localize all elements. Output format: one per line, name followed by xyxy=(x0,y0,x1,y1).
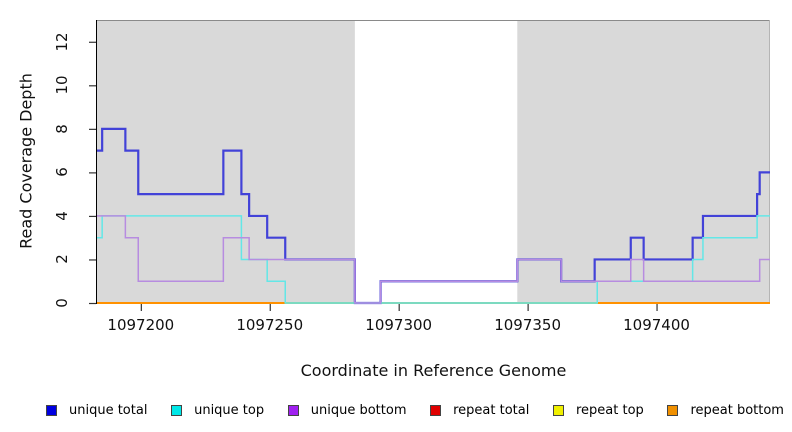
x-axis-title: Coordinate in Reference Genome xyxy=(300,361,567,380)
legend-swatch-icon xyxy=(430,404,442,416)
legend-item-repeat-top: repeat top xyxy=(553,403,644,418)
legend-label: repeat bottom xyxy=(690,402,784,418)
legend: unique total unique top unique bottom repea… xyxy=(46,399,784,421)
legend-swatch-icon xyxy=(46,404,57,416)
x-tick-label: 1097250 xyxy=(236,316,304,334)
legend-swatch-icon xyxy=(667,404,679,416)
x-tick-label: 1097400 xyxy=(623,316,690,334)
legend-label: repeat total xyxy=(453,402,530,418)
legend-label: repeat top xyxy=(576,402,644,418)
legend-label: unique total xyxy=(69,402,148,418)
legend-label: unique top xyxy=(194,402,265,418)
y-tick-label: 12 xyxy=(53,32,71,52)
y-tick-label: 10 xyxy=(53,75,71,95)
legend-swatch-icon xyxy=(553,404,564,416)
x-tick-label: 1097200 xyxy=(107,316,175,334)
legend-item-repeat-total: repeat total xyxy=(430,403,529,418)
legend-swatch-icon xyxy=(287,404,299,416)
y-axis-title: Read Coverage Depth xyxy=(16,73,36,249)
legend-swatch-icon xyxy=(171,404,183,416)
y-tick-label: 2 xyxy=(53,254,71,265)
highlight-band xyxy=(354,20,518,303)
legend-item-unique-total: unique total xyxy=(46,403,147,418)
y-tick-label: 6 xyxy=(53,167,71,178)
y-tick-label: 0 xyxy=(53,298,71,308)
y-tick-label: 4 xyxy=(53,211,71,221)
y-tick-label: 8 xyxy=(53,124,71,134)
x-tick-label: 1097350 xyxy=(494,316,562,334)
x-tick-label: 1097300 xyxy=(365,316,433,334)
legend-item-unique-top: unique top xyxy=(171,403,264,418)
legend-label: unique bottom xyxy=(310,402,407,418)
series-unique-bottom-line xyxy=(97,215,770,304)
series-unique-top-line xyxy=(97,215,770,304)
legend-item-repeat-bottom: repeat bottom xyxy=(667,403,784,418)
legend-item-unique-bottom: unique bottom xyxy=(287,402,407,418)
